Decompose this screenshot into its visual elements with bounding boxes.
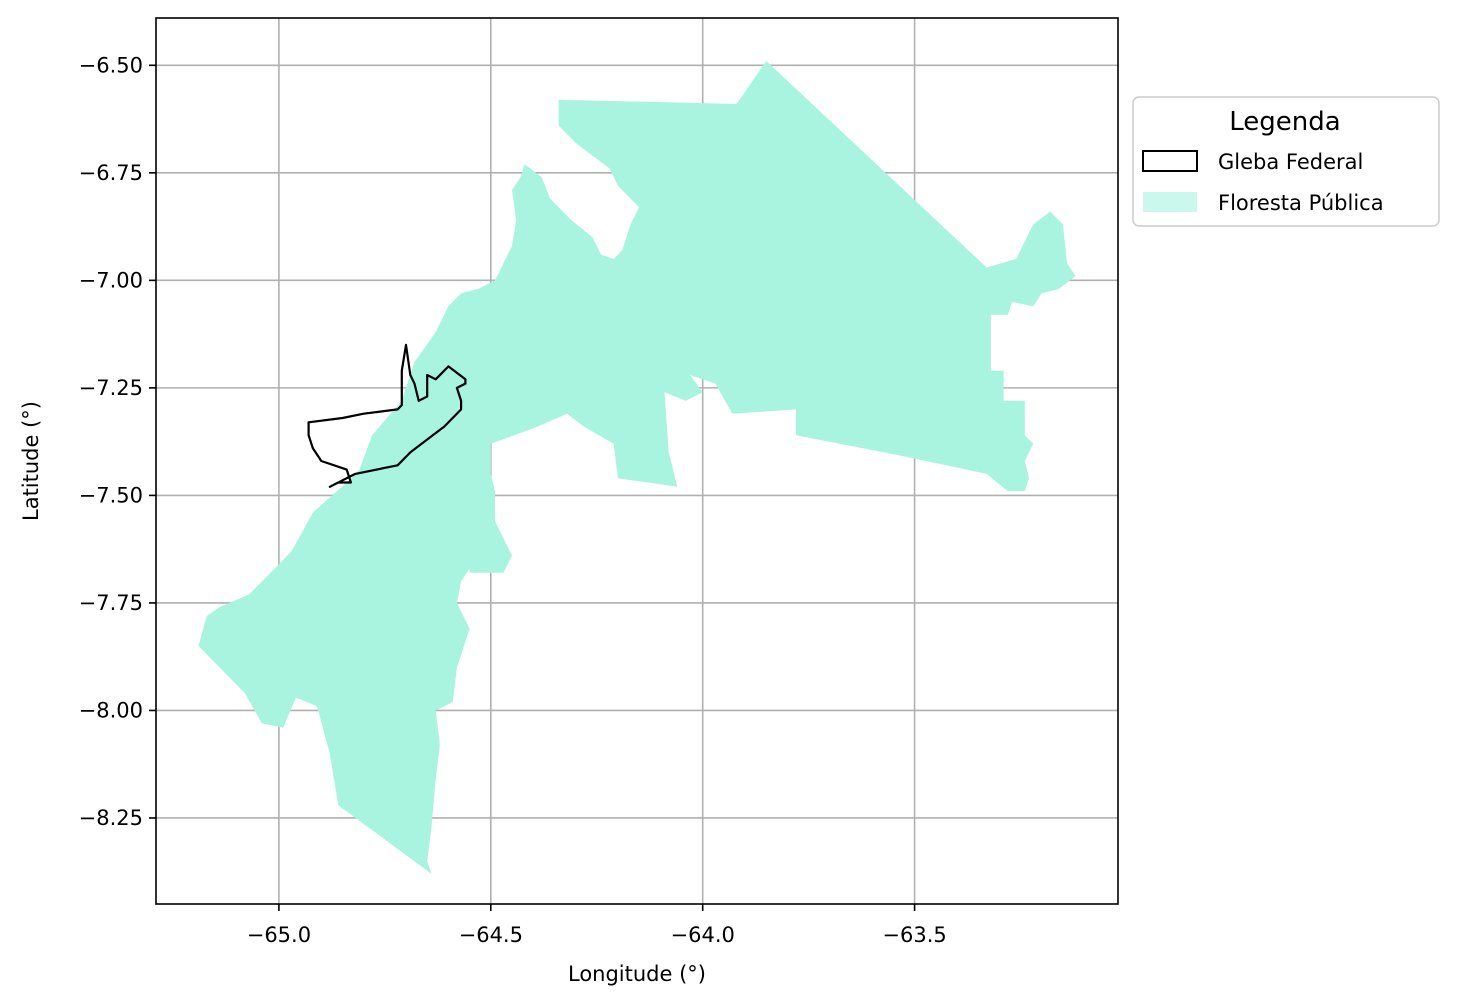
x-tick-label: −63.5	[882, 923, 946, 947]
legend-swatch-floresta-publica	[1143, 192, 1197, 212]
plot-area-frame	[155, 17, 1119, 905]
x-tick-label: −64.0	[671, 923, 735, 947]
y-tick-label: −7.50	[79, 483, 143, 507]
legend-title: Legenda	[1229, 107, 1340, 137]
y-tick-label: −7.75	[79, 591, 143, 615]
y-tick-label: −8.25	[79, 806, 143, 830]
y-axis-label: Latitude (°)	[19, 401, 43, 521]
x-tick-label: −65.0	[247, 923, 311, 947]
legend: Legenda Gleba Federal Floresta Pública	[1132, 96, 1440, 227]
y-tick-label: −7.25	[79, 376, 143, 400]
floresta-publica-polygon	[198, 61, 1076, 874]
axis-ticks: −65.0 −64.5 −64.0 −63.5 −6.50 −6.75 −7.00 −7.25…	[79, 53, 947, 947]
y-tick-label: −6.75	[79, 161, 143, 185]
y-tick-label: −7.00	[79, 268, 143, 292]
y-tick-label: −8.00	[79, 698, 143, 722]
map-layers	[198, 61, 1076, 874]
legend-label-floresta-publica: Floresta Pública	[1218, 191, 1384, 215]
y-tick-label: −6.50	[79, 53, 143, 77]
gleba-federal-polygon	[307, 343, 467, 488]
legend-label-gleba-federal: Gleba Federal	[1218, 150, 1363, 174]
legend-frame	[1132, 96, 1440, 227]
legend-swatch-gleba-federal	[1142, 150, 1198, 172]
x-tick-label: −64.5	[459, 923, 523, 947]
x-axis-label: Longitude (°)	[568, 962, 706, 986]
